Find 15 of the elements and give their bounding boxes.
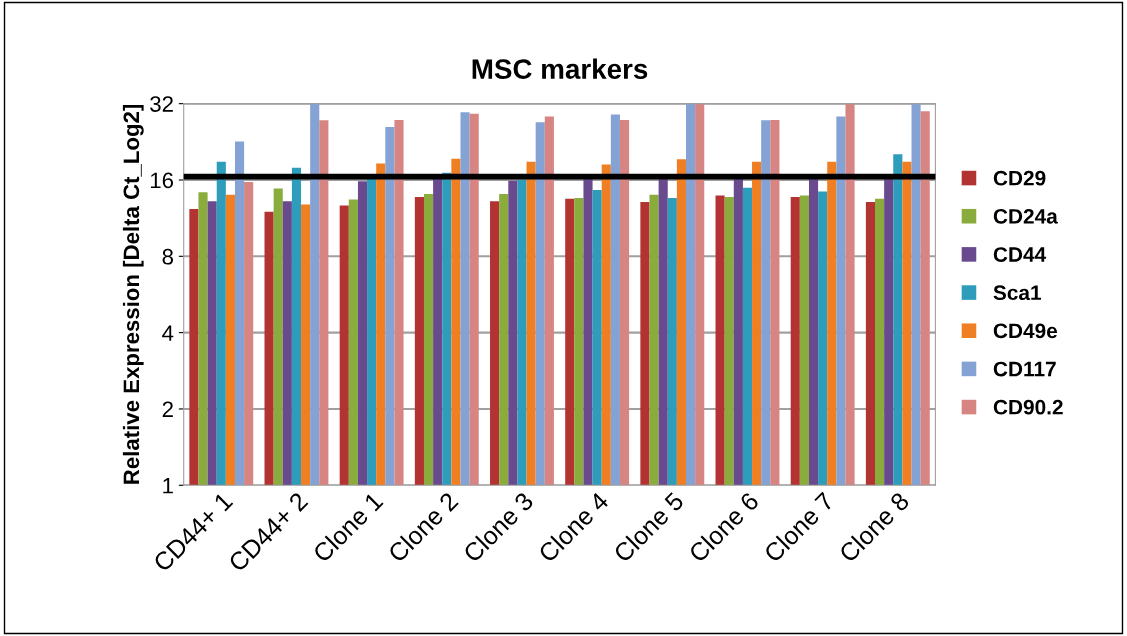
legend-label: CD117 bbox=[993, 361, 1056, 377]
y-tick-label: 8 bbox=[162, 248, 174, 265]
y-tick-label: 2 bbox=[162, 401, 173, 417]
y-tick-label: 16 bbox=[150, 172, 173, 189]
legend-label: CD24a bbox=[993, 208, 1058, 224]
y-tick-label: 4 bbox=[162, 325, 174, 341]
y-tick-label: 32 bbox=[150, 96, 173, 112]
y-axis-title: Relative Expression [Delta Ct_Log2] bbox=[122, 104, 144, 484]
legend-label: CD49e bbox=[993, 323, 1058, 339]
legend-label: Sca1 bbox=[993, 285, 1041, 301]
y-tick-label: 1 bbox=[163, 478, 173, 494]
legend-label: CD44 bbox=[993, 247, 1047, 262]
legend-label: CD90.2 bbox=[993, 399, 1063, 415]
chart-title: MSC markers bbox=[472, 58, 648, 79]
legend-label: CD29 bbox=[993, 170, 1046, 186]
